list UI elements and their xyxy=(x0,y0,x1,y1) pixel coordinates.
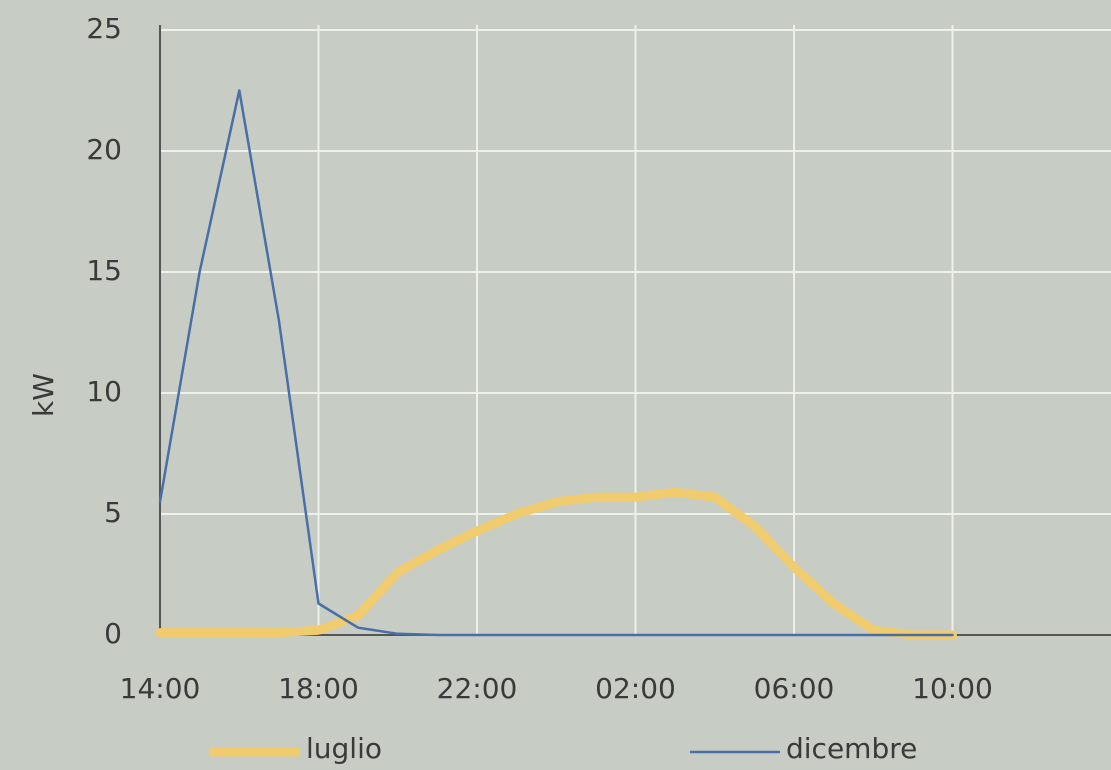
y-tick-label: 25 xyxy=(86,12,122,45)
y-axis-label: kW xyxy=(27,373,60,417)
line-series xyxy=(158,89,954,637)
y-tick-label: 5 xyxy=(104,496,122,529)
x-tick-label: 18:00 xyxy=(278,672,359,705)
y-tick-label: 0 xyxy=(104,617,122,650)
y-tick-label: 10 xyxy=(86,375,122,408)
line-series xyxy=(155,487,957,640)
x-tick-label: 10:00 xyxy=(912,672,993,705)
x-tick-label: 06:00 xyxy=(754,672,835,705)
legend-label: dicembre xyxy=(786,732,917,765)
y-tick-label: 20 xyxy=(86,133,122,166)
x-tick-label: 14:00 xyxy=(120,672,201,705)
y-tick-label: 15 xyxy=(86,254,122,287)
legend-label: luglio xyxy=(306,732,382,765)
x-tick-label: 02:00 xyxy=(595,672,676,705)
x-tick-label: 22:00 xyxy=(437,672,518,705)
